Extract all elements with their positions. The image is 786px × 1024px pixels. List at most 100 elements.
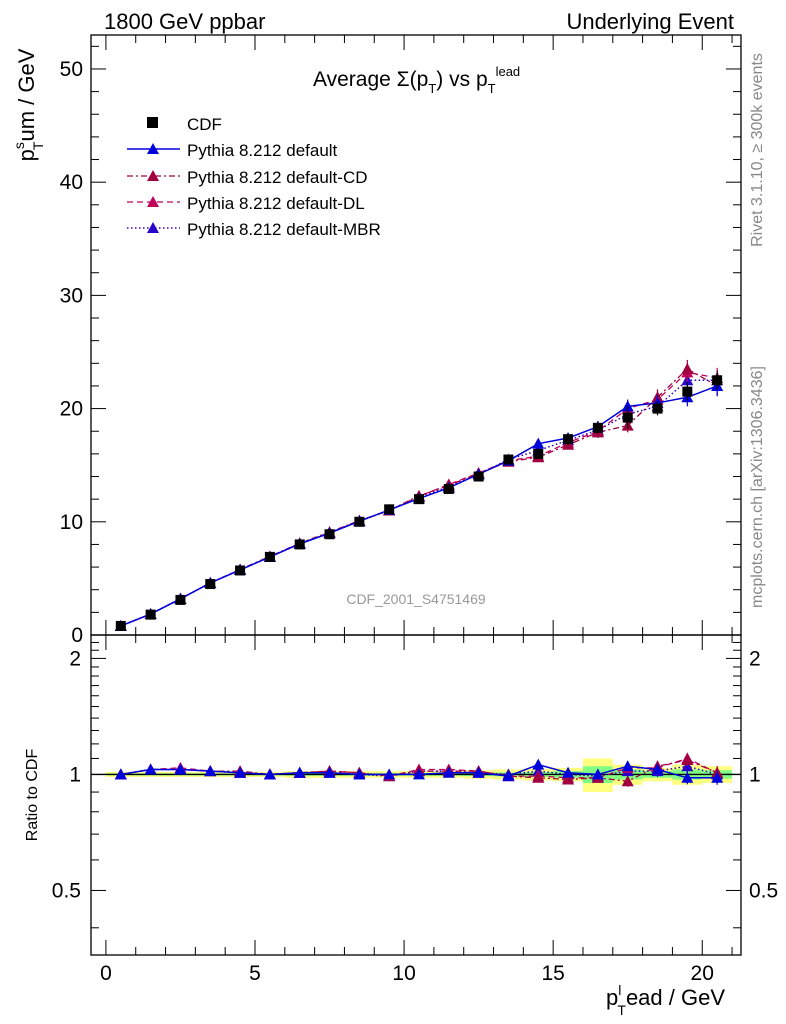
ratio-point-solid <box>651 763 664 775</box>
cdf-point <box>682 386 693 397</box>
header-left: 1800 GeV ppbar <box>104 9 265 34</box>
ratio-point-solid <box>442 766 455 778</box>
main-title-sub1: T <box>428 81 436 96</box>
ratio-ylabel: Ratio to CDF <box>24 749 41 842</box>
cdf-point <box>324 529 335 540</box>
xlabel-p: p <box>606 985 618 1010</box>
cdf-point <box>354 516 365 527</box>
main-ylabel-rest: um / GeV <box>14 48 39 141</box>
ratio-point-solid <box>353 768 366 780</box>
ratio-ytick-label-right: 0.5 <box>749 879 778 902</box>
cdf-point <box>264 551 275 562</box>
main-ytick-label: 30 <box>60 284 83 307</box>
main-ytick-label: 40 <box>60 171 83 194</box>
ratio-ytick-label: 0.5 <box>52 879 81 902</box>
ratio-ytick-label-right: 2 <box>749 647 761 670</box>
xtick-label: 0 <box>100 962 112 985</box>
xtick-label: 15 <box>541 962 564 985</box>
ratio-point-dashdot <box>562 773 575 785</box>
main-series-layer <box>114 359 724 631</box>
ratio-point-solid <box>144 763 157 775</box>
legend-label-cdf: CDF <box>187 115 222 134</box>
ratio-point-solid <box>114 768 127 780</box>
legend-marker-dl <box>147 196 159 207</box>
main-title-text: Average Σ(p <box>313 68 428 91</box>
xlabel-sup: l <box>618 982 621 998</box>
xtick-label: 20 <box>691 962 714 985</box>
ratio-point-solid <box>681 771 694 783</box>
ratio-axis-ticks: 0.5 0.51 12 20 5 10 15 20 <box>52 635 778 985</box>
ratio-point-solid <box>621 760 634 772</box>
ratio-point-solid <box>591 768 604 780</box>
cdf-point <box>413 494 424 505</box>
ratio-point-solid <box>711 771 724 783</box>
ratio-point-dashdot <box>532 771 545 783</box>
legend-label-mbr: Pythia 8.212 default-MBR <box>187 220 381 239</box>
xlabel: pl Tead / GeV <box>606 982 725 1018</box>
ratio-ytick-label: 1 <box>69 763 81 786</box>
cdf-point <box>115 620 126 631</box>
ratio-point-solid <box>532 758 545 770</box>
xtick-label: 5 <box>249 962 261 985</box>
ratio-point-solid <box>562 766 575 778</box>
series-point-solid <box>532 437 545 449</box>
main-ylabel-sup: s <box>11 142 27 149</box>
cdf-point <box>145 609 156 620</box>
rivet-label: Rivet 3.1.10, ≥ 300k events <box>749 53 766 247</box>
header-right: Underlying Event <box>566 9 734 34</box>
ratio-point-solid <box>174 763 187 775</box>
main-ytick-label: 20 <box>60 398 83 421</box>
cdf-point <box>652 403 663 414</box>
cdf-point <box>235 565 246 576</box>
legend-marker-cd <box>147 170 159 181</box>
series-point-dashdot <box>681 362 694 374</box>
ratio-point-solid <box>323 766 336 778</box>
ratio-point-solid <box>472 766 485 778</box>
legend: CDF Pythia 8.212 default Pythia 8.212 de… <box>127 115 381 239</box>
cdf-point <box>712 375 723 386</box>
legend-label-dl: Pythia 8.212 default-DL <box>187 194 365 213</box>
main-axis-ticks: 0 10 20 30 40 50 <box>60 35 741 647</box>
xtick-label: 10 <box>392 962 415 985</box>
main-ylabel: ps Tum / GeV <box>11 48 46 161</box>
ratio-ytick-label: 2 <box>69 647 81 670</box>
main-title-sup2: lead <box>496 64 521 79</box>
analysis-watermark: CDF_2001_S4751469 <box>346 591 486 607</box>
main-ylabel-p: p <box>14 149 39 161</box>
ratio-ytick-label-right: 1 <box>749 763 761 786</box>
cdf-point <box>205 579 216 590</box>
main-ytick-label: 50 <box>60 58 83 81</box>
legend-marker-default <box>147 143 159 154</box>
main-ylabel-sub: T <box>30 141 46 150</box>
main-title-sub2: T <box>488 81 496 96</box>
cdf-point <box>533 448 544 459</box>
xlabel-sub: T <box>617 1002 626 1018</box>
cdf-point <box>443 483 454 494</box>
legend-marker-cdf <box>147 117 158 128</box>
ratio-point-solid <box>502 770 515 782</box>
legend-label-cd: Pythia 8.212 default-CD <box>187 168 368 187</box>
ratio-point-solid <box>234 766 247 778</box>
cdf-point <box>622 412 633 423</box>
xlabel-rest: ead / GeV <box>626 985 725 1010</box>
series-point-solid <box>621 400 634 412</box>
cdf-point <box>592 422 603 433</box>
main-title: Average Σ(pT) vs pTlead <box>313 64 520 96</box>
cdf-point <box>563 434 574 445</box>
ratio-frame <box>90 634 742 956</box>
ratio-point-solid <box>204 765 217 777</box>
ratio-series-layer <box>114 752 724 787</box>
cdf-point <box>175 594 186 605</box>
cdf-point <box>294 539 305 550</box>
ratio-point-dashdot <box>621 775 634 787</box>
ratio-point-solid <box>412 768 425 780</box>
legend-label-default: Pythia 8.212 default <box>187 141 338 160</box>
cdf-point <box>384 504 395 515</box>
cdf-point <box>473 471 484 482</box>
main-ytick-label: 0 <box>71 624 83 647</box>
main-ytick-label: 10 <box>60 511 83 534</box>
mcplots-label: mcplots.cern.ch [arXiv:1306.3436] <box>749 366 766 608</box>
main-title-mid: ) vs p <box>436 68 487 91</box>
